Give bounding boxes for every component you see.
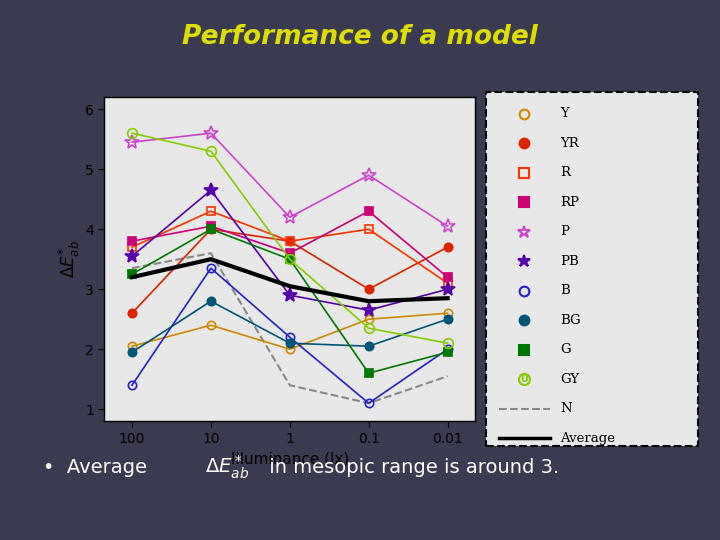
Text: B: B bbox=[560, 284, 570, 297]
Text: RP: RP bbox=[560, 196, 580, 209]
Text: G: G bbox=[560, 343, 571, 356]
Text: Performance of a model: Performance of a model bbox=[182, 24, 538, 50]
Text: GY: GY bbox=[560, 373, 580, 386]
X-axis label: Illuminance (lx): Illuminance (lx) bbox=[230, 451, 349, 466]
Text: R: R bbox=[560, 166, 570, 179]
Y-axis label: $\Delta E_{ab}^{*}$: $\Delta E_{ab}^{*}$ bbox=[57, 240, 82, 278]
Text: YR: YR bbox=[560, 137, 579, 150]
Text: •  Average: • Average bbox=[43, 457, 153, 477]
Text: $\Delta E^*_{ab}$: $\Delta E^*_{ab}$ bbox=[205, 454, 249, 481]
Text: N: N bbox=[560, 402, 572, 415]
Text: BG: BG bbox=[560, 314, 581, 327]
Text: PB: PB bbox=[560, 255, 579, 268]
Text: Average: Average bbox=[560, 431, 616, 444]
Text: in mesopic range is around 3.: in mesopic range is around 3. bbox=[263, 457, 559, 477]
Text: P: P bbox=[560, 225, 570, 238]
Text: Y: Y bbox=[560, 107, 569, 120]
Text: 0: 0 bbox=[521, 374, 528, 384]
